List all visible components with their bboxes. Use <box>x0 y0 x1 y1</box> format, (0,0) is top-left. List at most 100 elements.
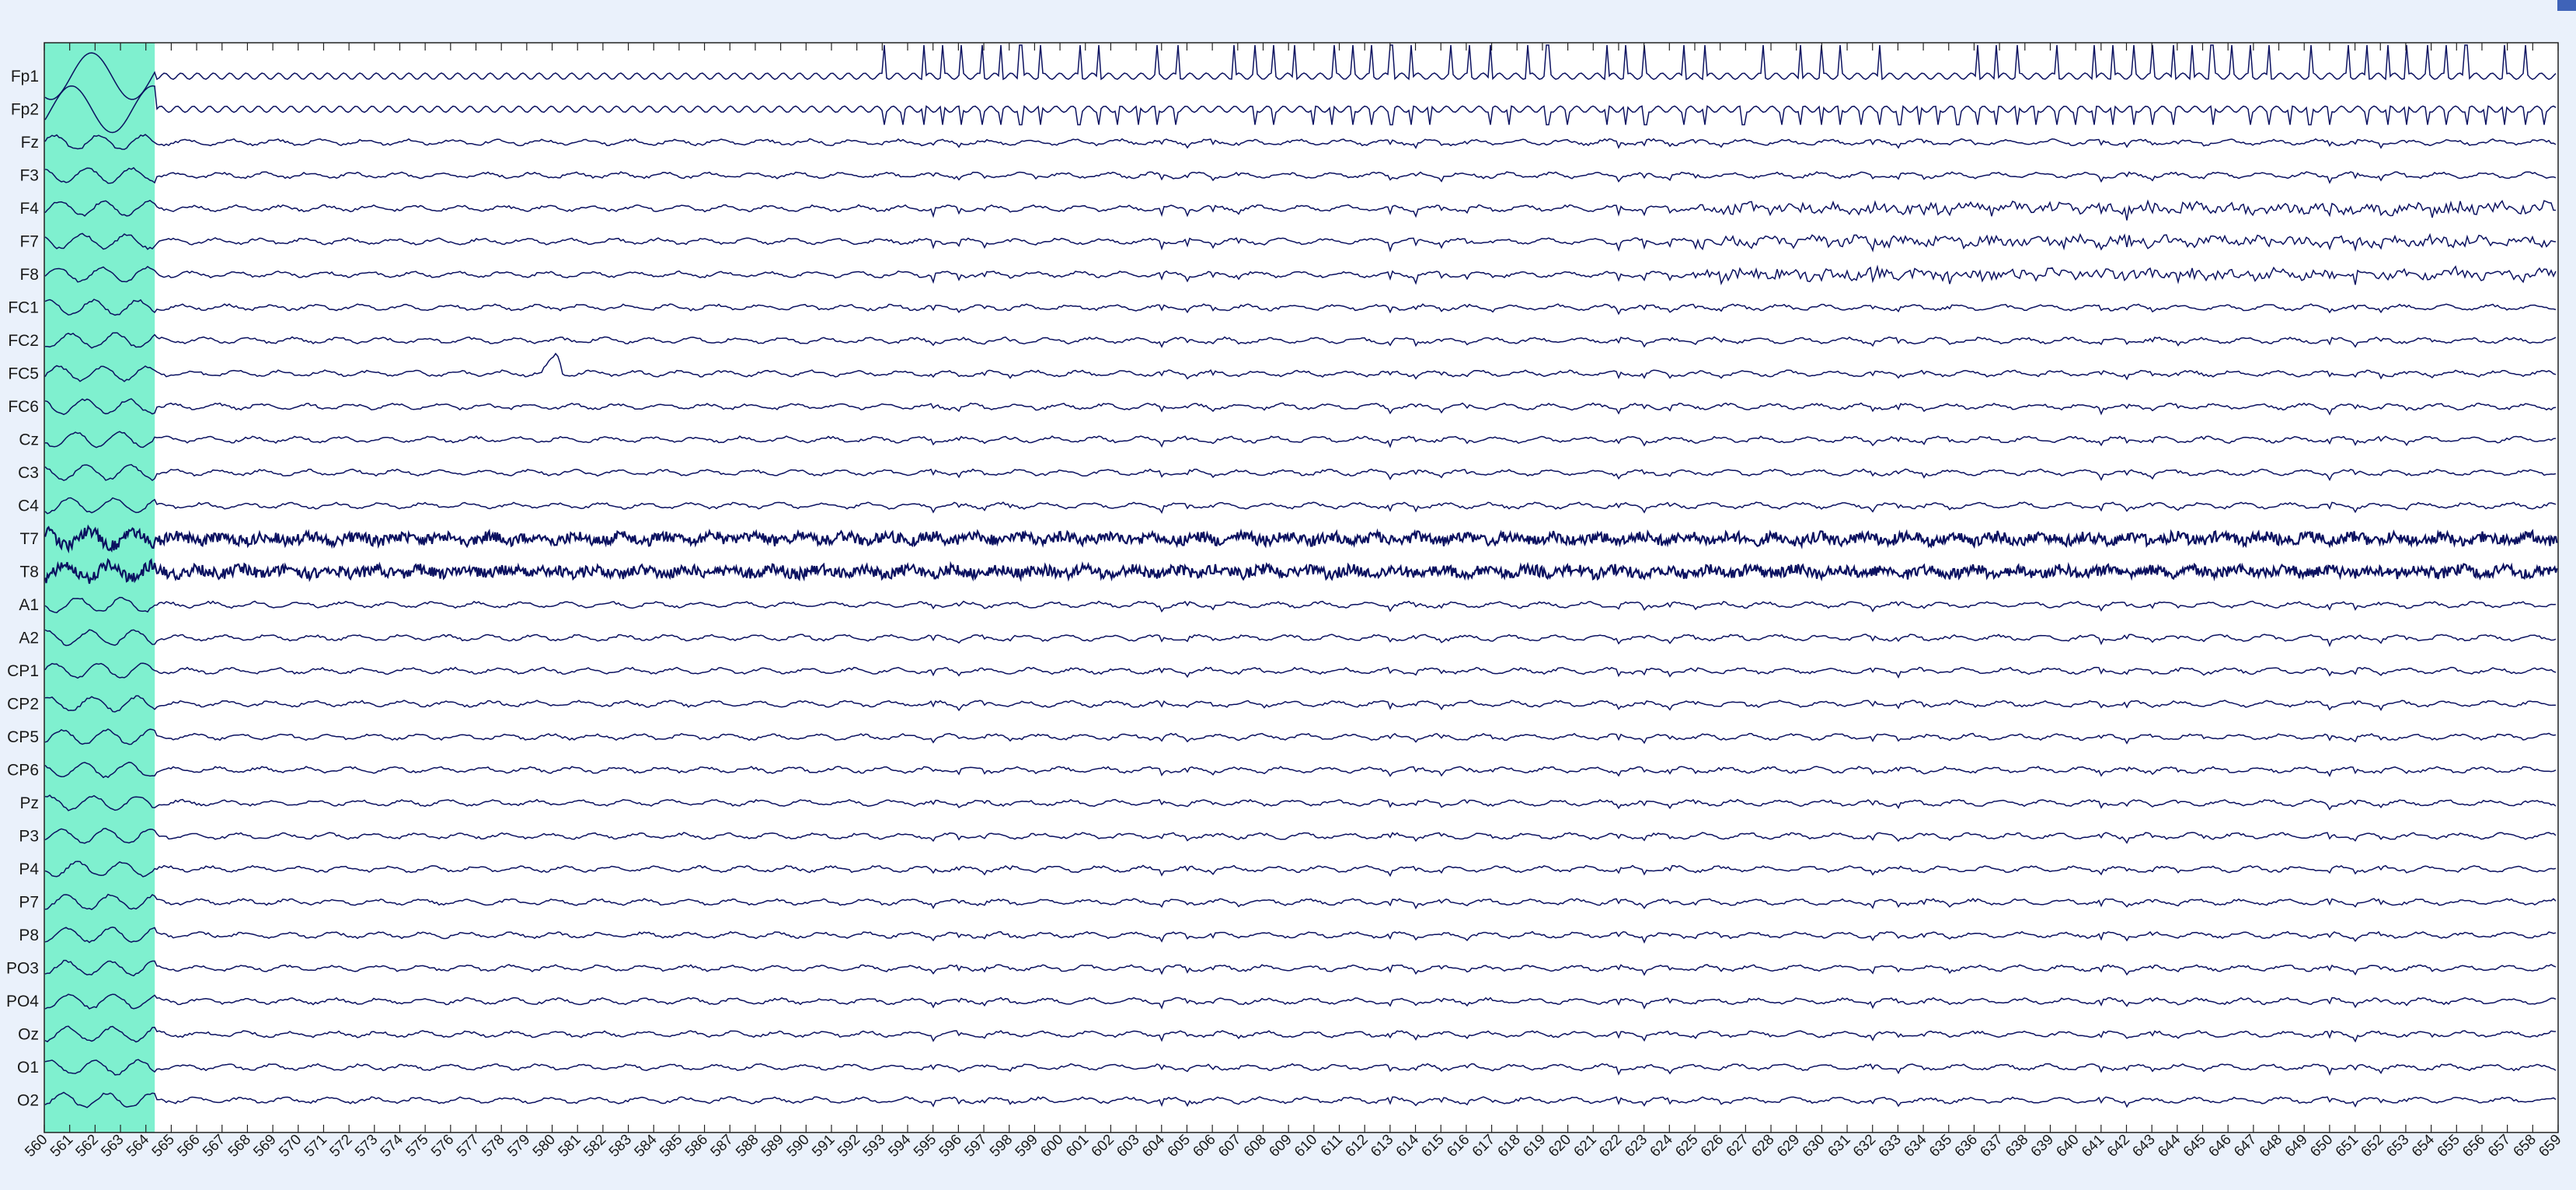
time-tick-label: 561 <box>47 1132 76 1160</box>
time-tick-label: 586 <box>682 1132 711 1160</box>
channel-label-a1[interactable]: A1 <box>19 596 39 614</box>
channel-label-o2[interactable]: O2 <box>17 1092 39 1110</box>
time-tick-label: 590 <box>784 1132 813 1160</box>
time-tick-label: 642 <box>2104 1132 2133 1160</box>
channel-label-cp1[interactable]: CP1 <box>7 662 39 680</box>
time-tick-label: 569 <box>250 1132 279 1160</box>
eeg-trace-cp2 <box>44 695 2557 713</box>
time-tick-label: 589 <box>758 1132 787 1160</box>
channel-label-c4[interactable]: C4 <box>18 497 39 515</box>
time-tick-label: 580 <box>530 1132 559 1160</box>
channel-label-cz[interactable]: Cz <box>19 431 39 449</box>
channel-label-p4[interactable]: P4 <box>19 860 39 878</box>
time-tick-label: 601 <box>1063 1132 1092 1160</box>
channel-label-o1[interactable]: O1 <box>17 1059 39 1077</box>
window-control-icon[interactable] <box>2557 0 2576 11</box>
time-tick-label: 568 <box>225 1132 254 1160</box>
time-tick-label: 575 <box>403 1132 431 1160</box>
eeg-trace-cp1 <box>44 662 2557 679</box>
time-tick-label: 585 <box>657 1132 685 1160</box>
time-tick-label: 574 <box>378 1131 407 1160</box>
channel-label-fz[interactable]: Fz <box>21 134 39 152</box>
time-tick-label: 567 <box>200 1132 228 1160</box>
channel-label-p8[interactable]: P8 <box>19 927 39 944</box>
channel-label-oz[interactable]: Oz <box>18 1026 39 1044</box>
eeg-trace-p7 <box>44 893 2557 910</box>
time-tick-label: 636 <box>1952 1132 1981 1160</box>
channel-label-p3[interactable]: P3 <box>19 828 39 846</box>
channel-label-p7[interactable]: P7 <box>19 894 39 912</box>
time-tick-label: 600 <box>1037 1132 1066 1160</box>
channel-label-pz[interactable]: Pz <box>19 794 39 812</box>
channel-label-po4[interactable]: PO4 <box>6 993 39 1010</box>
eeg-trace-cp6 <box>44 761 2557 779</box>
channel-label-fc6[interactable]: FC6 <box>8 398 39 416</box>
channel-label-fc1[interactable]: FC1 <box>8 299 39 317</box>
eeg-trace-f3 <box>44 166 2557 184</box>
time-tick-label: 581 <box>555 1132 584 1160</box>
eeg-trace-f4 <box>44 199 2557 221</box>
channel-label-fc5[interactable]: FC5 <box>8 365 39 383</box>
time-tick-label: 610 <box>1291 1132 1320 1160</box>
time-tick-label: 638 <box>2003 1132 2031 1160</box>
time-tick-label: 656 <box>2459 1132 2488 1160</box>
plot-area[interactable] <box>44 43 2558 1132</box>
time-tick-label: 572 <box>326 1132 355 1160</box>
channel-label-f3[interactable]: F3 <box>19 167 39 185</box>
time-tick-label: 578 <box>479 1132 507 1160</box>
channel-label-cp2[interactable]: CP2 <box>7 696 39 714</box>
channel-label-f7[interactable]: F7 <box>19 233 39 251</box>
eeg-trace-a1 <box>44 596 2557 614</box>
eeg-trace-fz <box>44 134 2557 150</box>
time-tick-label: 640 <box>2053 1132 2082 1160</box>
eeg-trace-o1 <box>44 1059 2557 1077</box>
time-tick-label: 607 <box>1215 1132 1244 1160</box>
time-tick-label: 622 <box>1596 1132 1625 1160</box>
time-tick-label: 658 <box>2511 1132 2539 1160</box>
channel-label-cp6[interactable]: CP6 <box>7 762 39 780</box>
channel-label-fc2[interactable]: FC2 <box>8 332 39 350</box>
time-tick-label: 604 <box>1139 1131 1169 1160</box>
time-tick-label: 592 <box>835 1132 863 1160</box>
time-tick-label: 577 <box>454 1132 483 1160</box>
channel-label-t7[interactable]: T7 <box>19 530 39 548</box>
time-tick-label: 611 <box>1318 1132 1346 1160</box>
channel-label-fp1[interactable]: Fp1 <box>11 68 39 85</box>
time-tick-label: 632 <box>1850 1132 1879 1160</box>
time-tick-label: 645 <box>2180 1132 2209 1160</box>
time-tick-label: 613 <box>1368 1132 1396 1160</box>
channel-label-f4[interactable]: F4 <box>19 200 39 218</box>
time-tick-label: 602 <box>1089 1132 1117 1160</box>
channel-label-fp2[interactable]: Fp2 <box>11 101 39 119</box>
channel-label-t8[interactable]: T8 <box>19 564 39 581</box>
channel-label-a2[interactable]: A2 <box>19 630 39 647</box>
time-tick-label: 615 <box>1418 1132 1447 1160</box>
time-tick-label: 582 <box>580 1132 609 1160</box>
time-tick-label: 644 <box>2155 1131 2184 1160</box>
eeg-trace-f8 <box>44 264 2557 286</box>
eeg-trace-po4 <box>44 993 2557 1010</box>
eeg-trace-fc2 <box>45 332 2557 349</box>
channel-label-po3[interactable]: PO3 <box>6 960 39 978</box>
time-tick-label: 563 <box>98 1132 127 1160</box>
eeg-trace-p4 <box>44 860 2557 878</box>
time-tick-label: 620 <box>1546 1132 1574 1160</box>
channel-label-cp5[interactable]: CP5 <box>7 728 39 746</box>
eeg-trace-a2 <box>44 629 2557 647</box>
channel-label-f8[interactable]: F8 <box>19 266 39 284</box>
time-tick-label: 650 <box>2307 1132 2336 1160</box>
selection-highlight[interactable] <box>44 43 155 1132</box>
time-tick-label: 594 <box>885 1131 915 1160</box>
time-tick-label: 641 <box>2079 1132 2107 1160</box>
eeg-trace-t8 <box>44 557 2558 585</box>
eeg-trace-po3 <box>44 959 2557 977</box>
time-tick-label: 566 <box>174 1132 203 1160</box>
channel-label-c3[interactable]: C3 <box>18 464 39 482</box>
time-tick-label: 633 <box>1876 1132 1905 1160</box>
time-tick-label: 573 <box>352 1132 381 1160</box>
time-tick-label: 631 <box>1825 1132 1853 1160</box>
time-tick-label: 637 <box>1977 1132 2006 1160</box>
eeg-trace-o2 <box>44 1091 2557 1108</box>
time-tick-label: 654 <box>2409 1131 2438 1160</box>
